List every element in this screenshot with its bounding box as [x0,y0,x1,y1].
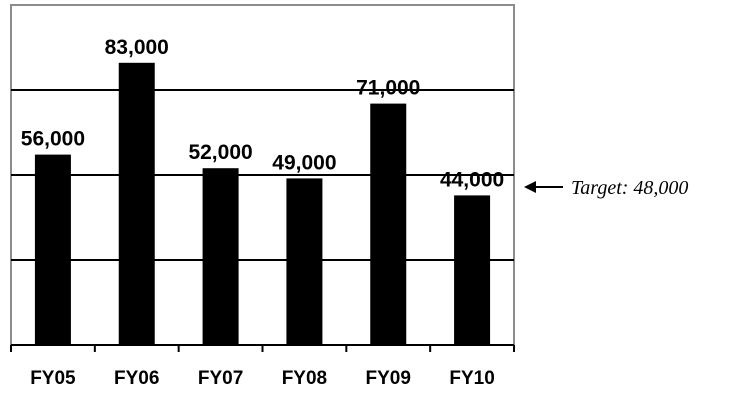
bar-fy08 [286,178,323,345]
data-label-fy05: 56,000 [21,128,85,151]
target-arrow-head [524,181,536,193]
x-tick-label-fy06: FY06 [114,368,159,389]
data-label-fy08: 49,000 [272,151,336,174]
target-annotation-label: Target: 48,000 [571,177,688,199]
bars [34,62,491,346]
x-tick-label-fy07: FY07 [198,368,243,389]
x-tick-label-fy05: FY05 [30,368,76,389]
x-axis-ticks: FY05 FY06 FY07 FY08 FY09 FY10 [10,345,515,389]
gridlines [11,89,514,261]
bar-fy09 [370,103,407,345]
data-label-fy07: 52,000 [188,141,252,164]
data-label-fy09: 71,000 [356,77,420,100]
data-label-fy10: 44,000 [440,168,504,191]
target-annotation: Target: 48,000 [524,177,688,199]
bar-fy07 [202,168,239,345]
bar-fy10 [454,195,491,345]
data-labels: 56,000 83,000 52,000 49,000 71,000 44,000 [21,36,504,192]
x-tick-label-fy08: FY08 [282,368,327,389]
data-label-fy06: 83,000 [105,36,169,59]
bar-fy06 [118,62,155,346]
x-tick-label-fy10: FY10 [449,368,494,389]
x-tick-label-fy09: FY09 [366,368,411,389]
bar-fy05 [34,154,71,345]
